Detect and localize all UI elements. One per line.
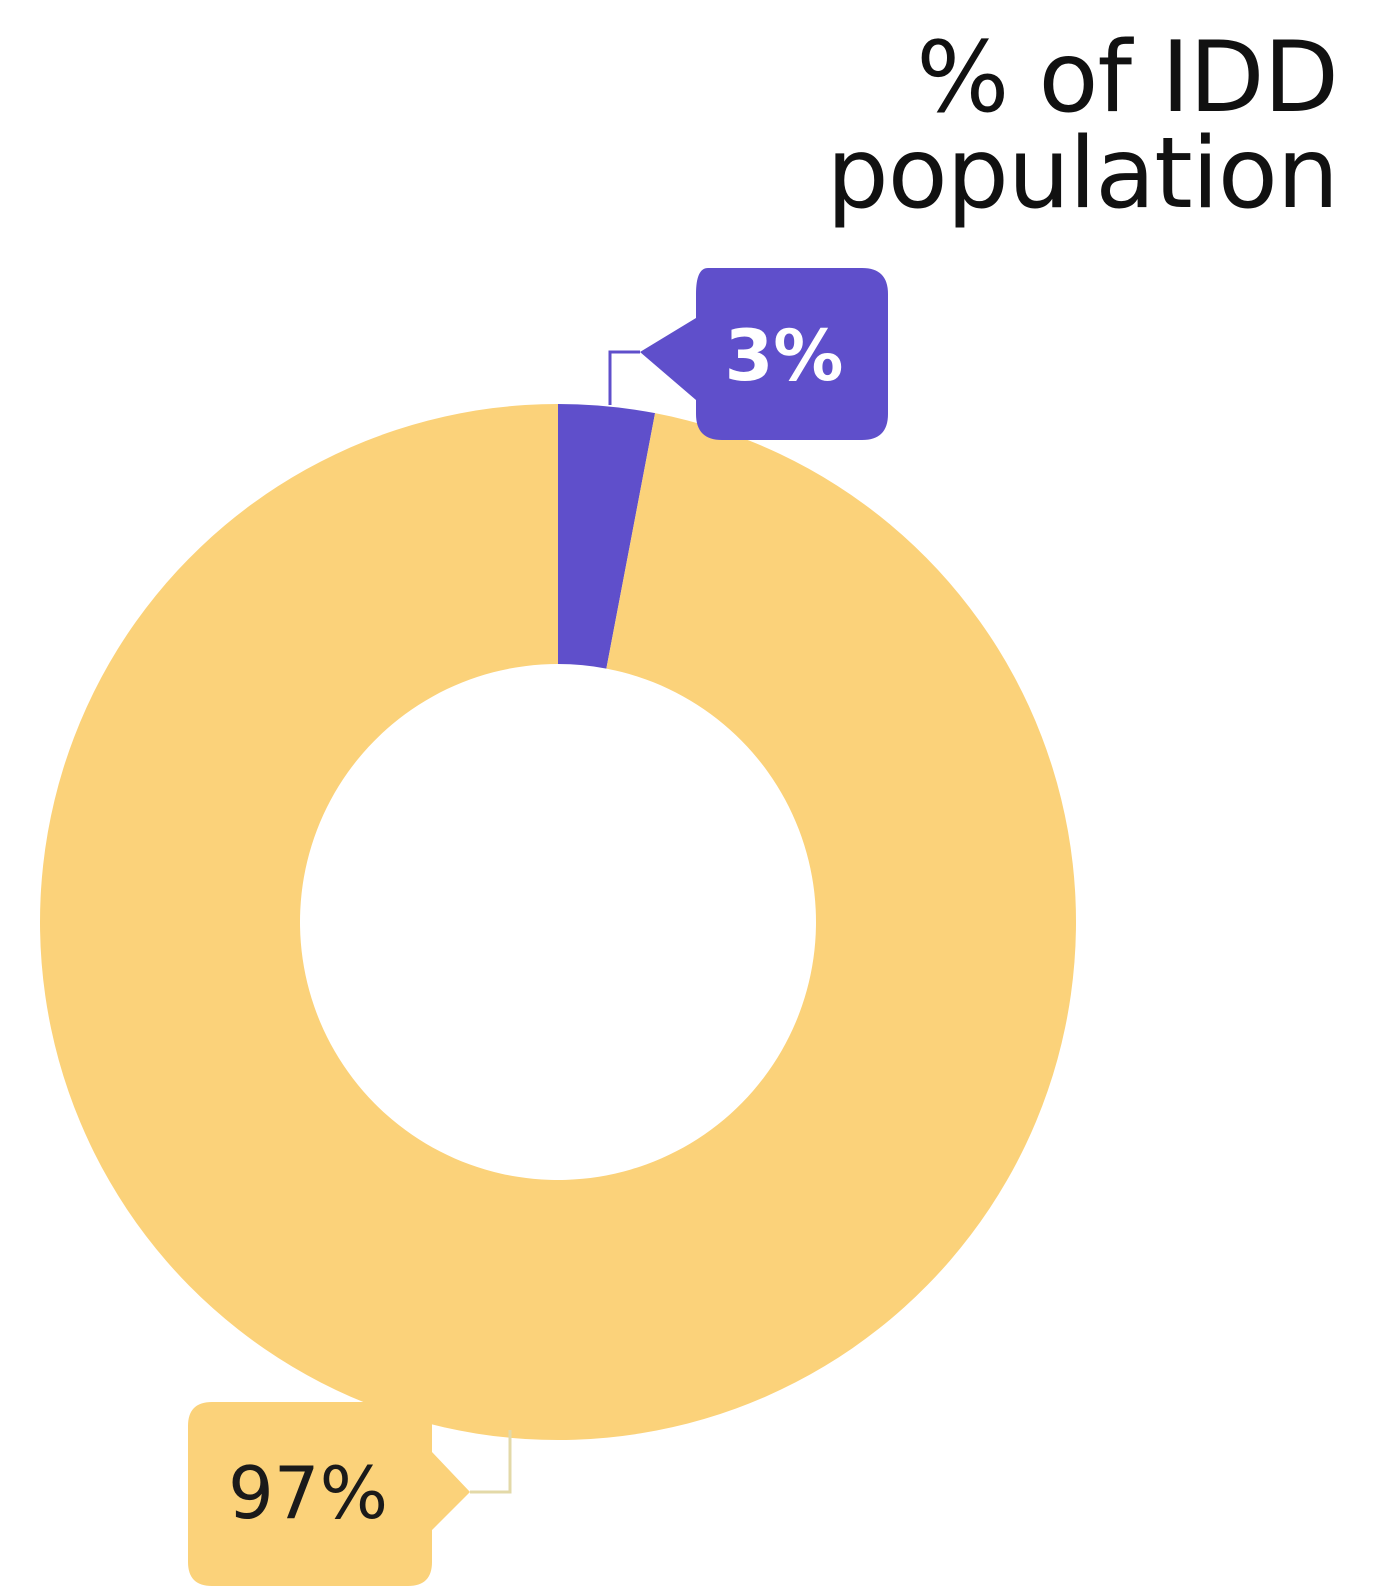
callout-3-leader-line	[608, 350, 640, 405]
callout-3-percent: 3%	[608, 268, 888, 440]
callout-97-leader-line	[470, 1430, 512, 1494]
chart-title: % of IDD population	[778, 21, 1340, 231]
callout-3-tag	[640, 268, 888, 440]
callout-97-percent: 97%	[188, 1402, 512, 1586]
slice-97-percent	[40, 404, 1077, 1440]
slice-3-percent	[558, 404, 656, 669]
chart-title-line-2: population	[826, 117, 1340, 231]
data-label-97-percent: 97%	[228, 1451, 388, 1535]
data-label-3-percent: 3%	[725, 315, 844, 397]
callout-97-tag	[188, 1402, 470, 1586]
chart-title-line-1: % of IDD	[916, 21, 1339, 135]
